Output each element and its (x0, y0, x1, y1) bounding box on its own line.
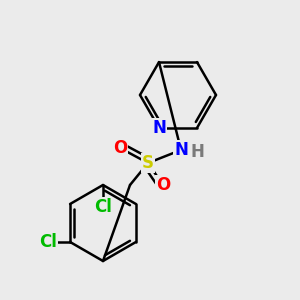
Text: Cl: Cl (94, 198, 112, 216)
Text: O: O (156, 176, 170, 194)
Text: H: H (190, 143, 204, 161)
Text: Cl: Cl (39, 233, 57, 251)
Text: S: S (142, 154, 154, 172)
Text: O: O (113, 139, 127, 157)
Text: N: N (152, 119, 166, 137)
Text: N: N (174, 141, 188, 159)
